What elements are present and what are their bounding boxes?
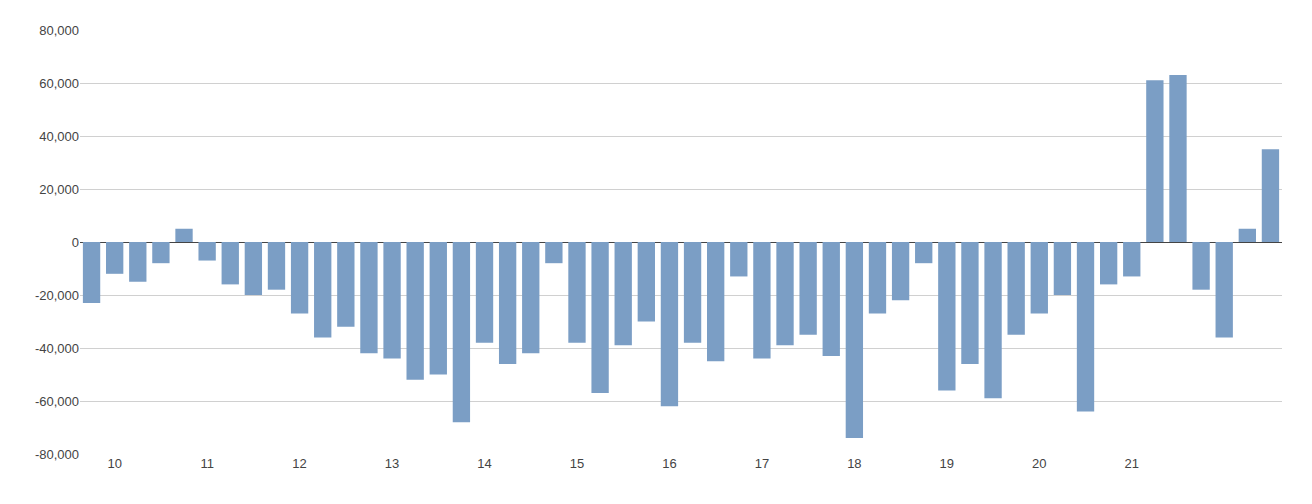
svg-text:20,000: 20,000 (39, 182, 79, 197)
svg-text:40,000: 40,000 (39, 129, 79, 144)
svg-text:19: 19 (940, 456, 954, 471)
svg-text:80,000: 80,000 (39, 23, 79, 38)
svg-text:0: 0 (72, 235, 79, 250)
svg-text:13: 13 (385, 456, 399, 471)
svg-text:17: 17 (755, 456, 769, 471)
svg-text:-60,000: -60,000 (35, 394, 79, 409)
svg-text:-80,000: -80,000 (35, 447, 79, 462)
svg-text:14: 14 (477, 456, 491, 471)
svg-text:10: 10 (107, 456, 121, 471)
svg-text:20: 20 (1032, 456, 1046, 471)
svg-text:12: 12 (292, 456, 306, 471)
svg-text:16: 16 (662, 456, 676, 471)
svg-text:21: 21 (1125, 456, 1139, 471)
svg-text:11: 11 (200, 456, 214, 471)
svg-text:15: 15 (570, 456, 584, 471)
svg-text:60,000: 60,000 (39, 76, 79, 91)
svg-text:-20,000: -20,000 (35, 288, 79, 303)
svg-text:-40,000: -40,000 (35, 341, 79, 356)
svg-text:18: 18 (847, 456, 861, 471)
